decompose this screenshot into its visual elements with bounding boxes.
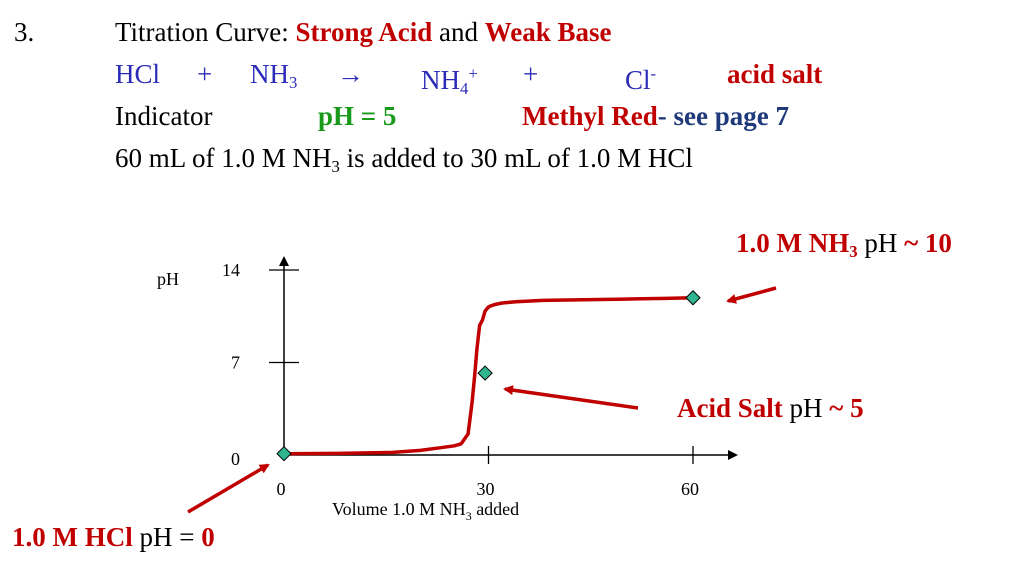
- eq-plus-2: +: [523, 59, 539, 89]
- eq-nh4: NH4+: [421, 64, 478, 99]
- y-tick-label-0: 0: [231, 449, 240, 469]
- eq-nh3: NH3: [250, 59, 298, 93]
- eq-cl: Cl-: [625, 64, 657, 96]
- eq-arrow: →: [337, 59, 364, 89]
- title-prefix: Titration Curve:: [115, 17, 296, 47]
- indicator-line: Indicator pH = 5 Methyl Red- see page 7: [115, 100, 875, 136]
- title-line: Titration Curve: Strong Acid and Weak Ba…: [115, 16, 612, 48]
- data-marker-1: [477, 365, 493, 381]
- weak-base-label: Weak Base: [484, 17, 612, 47]
- eq-plus-1: +: [197, 59, 213, 89]
- methyl-red-label: Methyl Red: [522, 101, 658, 131]
- data-marker-0: [276, 445, 292, 462]
- nh3-pointer-arrow: [726, 286, 777, 304]
- acid-salt-pointer-arrow: [503, 385, 639, 410]
- x-tick-label-60: 60: [681, 479, 699, 499]
- equation-line: HCl + NH3 → NH4+ + Cl- acid salt: [115, 58, 875, 98]
- eq-acid-salt: acid salt: [727, 59, 823, 89]
- slide-number: 3.: [14, 17, 35, 47]
- and-text: and: [432, 17, 485, 47]
- x-tick-label-30: 30: [477, 479, 495, 499]
- procedure-line: 60 mL of 1.0 M NH3 is added to 30 mL of …: [115, 143, 693, 177]
- y-axis-label: pH: [157, 269, 179, 289]
- titration-curve: [282, 296, 695, 456]
- indicator-name: Methyl Red- see page 7: [522, 100, 789, 132]
- nh3-annotation: 1.0 M NH3 pH ~ 10: [736, 228, 952, 262]
- y-tick-label-14: 14: [222, 260, 240, 280]
- data-marker-2: [685, 290, 701, 306]
- indicator-ph: pH = 5: [318, 101, 397, 131]
- indicator-label: Indicator: [115, 101, 213, 131]
- acid-salt-annotation: Acid Salt pH ~ 5: [677, 393, 864, 423]
- x-axis-label: Volume 1.0 M NH3 added: [332, 499, 519, 523]
- x-tick-label-0: 0: [277, 479, 286, 499]
- hcl-annotation: 1.0 M HCl pH = 0: [12, 522, 215, 552]
- eq-hcl: HCl: [115, 59, 161, 89]
- strong-acid-label: Strong Acid: [295, 17, 433, 47]
- y-tick-label-7: 7: [231, 353, 240, 373]
- see-page-label: - see page 7: [657, 101, 789, 131]
- hcl-pointer-arrow: [187, 463, 270, 514]
